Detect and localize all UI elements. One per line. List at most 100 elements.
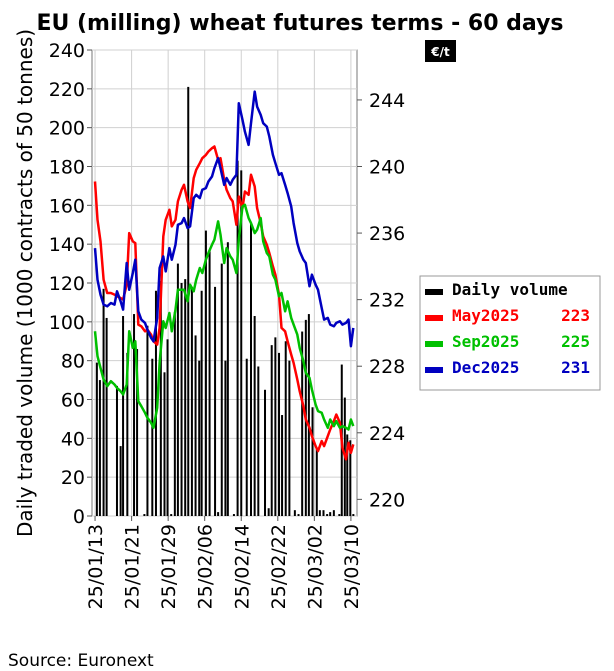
- legend-swatch: [425, 367, 443, 373]
- volume-bar: [315, 448, 318, 516]
- y-tick-label: 200: [49, 118, 85, 140]
- x-tick-label: 25/02/06: [195, 524, 217, 609]
- volume-bar: [224, 360, 227, 516]
- volume-bar: [214, 286, 217, 516]
- volume-bar: [240, 170, 243, 516]
- legend-label: May2025: [452, 306, 519, 325]
- volume-bar: [204, 230, 207, 516]
- y2-unit-label: €/t: [430, 45, 450, 59]
- volume-bar: [307, 314, 310, 516]
- y-tick-label: 80: [61, 351, 85, 373]
- x-tick-label: 25/01/29: [158, 524, 180, 609]
- volume-bar: [126, 352, 129, 516]
- chart-title: EU (milling) wheat futures terms - 60 da…: [36, 11, 563, 36]
- legend-swatch: [425, 289, 443, 295]
- y2-tick-label: 224: [369, 423, 405, 445]
- legend-label: Sep2025: [452, 332, 519, 351]
- volume-bar: [95, 362, 98, 516]
- volume-bar: [184, 279, 187, 516]
- volume-bar: [274, 337, 277, 516]
- y2-tick-label: 236: [369, 223, 405, 245]
- y2-tick-label: 244: [369, 90, 405, 112]
- volume-bar: [163, 372, 166, 516]
- volume-bar: [293, 510, 296, 516]
- volume-bar: [253, 316, 256, 516]
- volume-bar: [146, 325, 149, 516]
- unit-badge: €/t: [425, 40, 456, 62]
- volume-bar: [322, 510, 325, 516]
- volume-bar: [154, 290, 157, 516]
- volume-bar: [208, 249, 211, 516]
- volume-bar: [122, 316, 125, 516]
- legend-swatch: [425, 341, 443, 347]
- y-tick-label: 240: [49, 40, 85, 62]
- volume-bar: [257, 366, 260, 516]
- volume-bar: [281, 415, 284, 516]
- volume-bar: [133, 314, 136, 516]
- volume-bar: [200, 290, 203, 516]
- volume-bar: [278, 352, 281, 516]
- volume-bar: [217, 512, 220, 516]
- volume-bar: [119, 446, 122, 516]
- y2-tick-label: 240: [369, 157, 405, 179]
- volume-bar: [346, 434, 349, 516]
- y-tick-label: 120: [49, 273, 85, 295]
- y2-tick-label: 220: [369, 489, 405, 511]
- volume-bar: [102, 288, 105, 516]
- x-tick-label: 25/03/10: [341, 524, 363, 609]
- legend-label: Dec2025: [452, 358, 519, 377]
- volume-bar: [220, 263, 223, 516]
- y-tick-label: 220: [49, 79, 85, 101]
- y-tick-label: 0: [73, 506, 85, 528]
- y2-tick-label: 232: [369, 290, 405, 312]
- volume-bar: [245, 358, 248, 516]
- x-tick-label: 25/02/14: [231, 524, 253, 609]
- volume-bar: [98, 380, 101, 516]
- volume-bar: [349, 440, 352, 516]
- volume-bar: [143, 514, 146, 516]
- legend: Daily volume May2025 223 Sep2025 225 Dec2025 2…: [419, 275, 601, 391]
- y-tick-label: 180: [49, 157, 85, 179]
- y-tick-label: 60: [61, 390, 85, 412]
- volume-bar: [105, 317, 108, 516]
- volume-bar: [284, 341, 287, 516]
- volume-bar: [136, 349, 139, 516]
- volume-bar: [332, 510, 335, 516]
- series-line-sep2025: [93, 203, 355, 431]
- volume-bar: [338, 514, 341, 516]
- volume-bar: [166, 339, 169, 516]
- volume-bar: [226, 242, 229, 516]
- volume-bar: [236, 160, 239, 517]
- legend-box: [419, 275, 601, 391]
- volume-bar: [297, 514, 300, 516]
- volume-bar: [173, 312, 176, 516]
- volume-bar: [190, 286, 193, 516]
- volume-bars: [95, 86, 355, 517]
- price-lines: [93, 90, 355, 461]
- x-axis: 25/01/13 25/01/21 25/01/29 25/02/06 25/02/14…: [85, 516, 363, 609]
- y-tick-label: 100: [49, 312, 85, 334]
- series-line-dec2025: [93, 90, 355, 348]
- source-note: Source: Euronext: [8, 651, 154, 671]
- x-tick-label: 25/03/02: [304, 524, 326, 609]
- legend-value: 225: [561, 332, 590, 351]
- volume-bar: [270, 345, 273, 516]
- volume-bar: [115, 385, 118, 516]
- volume-bar: [326, 514, 329, 516]
- volume-bar: [194, 335, 197, 516]
- volume-bar: [301, 331, 304, 516]
- volume-bar: [264, 389, 267, 516]
- volume-bar: [250, 222, 252, 516]
- volume-bar: [329, 512, 332, 516]
- volume-bar: [232, 514, 235, 516]
- y-axis-title: Daily traded volume (1000 contracts of 5…: [13, 29, 37, 537]
- y-tick-label: 160: [49, 195, 85, 217]
- volume-bar: [170, 514, 173, 516]
- volume-bar: [198, 360, 201, 516]
- x-tick-label: 25/02/22: [268, 524, 290, 609]
- x-tick-label: 25/01/21: [122, 524, 144, 609]
- y-tick-label: 20: [61, 467, 85, 489]
- y-axis-left: 0 20 40 60 80 100 120 140 160 180 200 220 240: [49, 40, 92, 528]
- volume-bar: [267, 508, 270, 516]
